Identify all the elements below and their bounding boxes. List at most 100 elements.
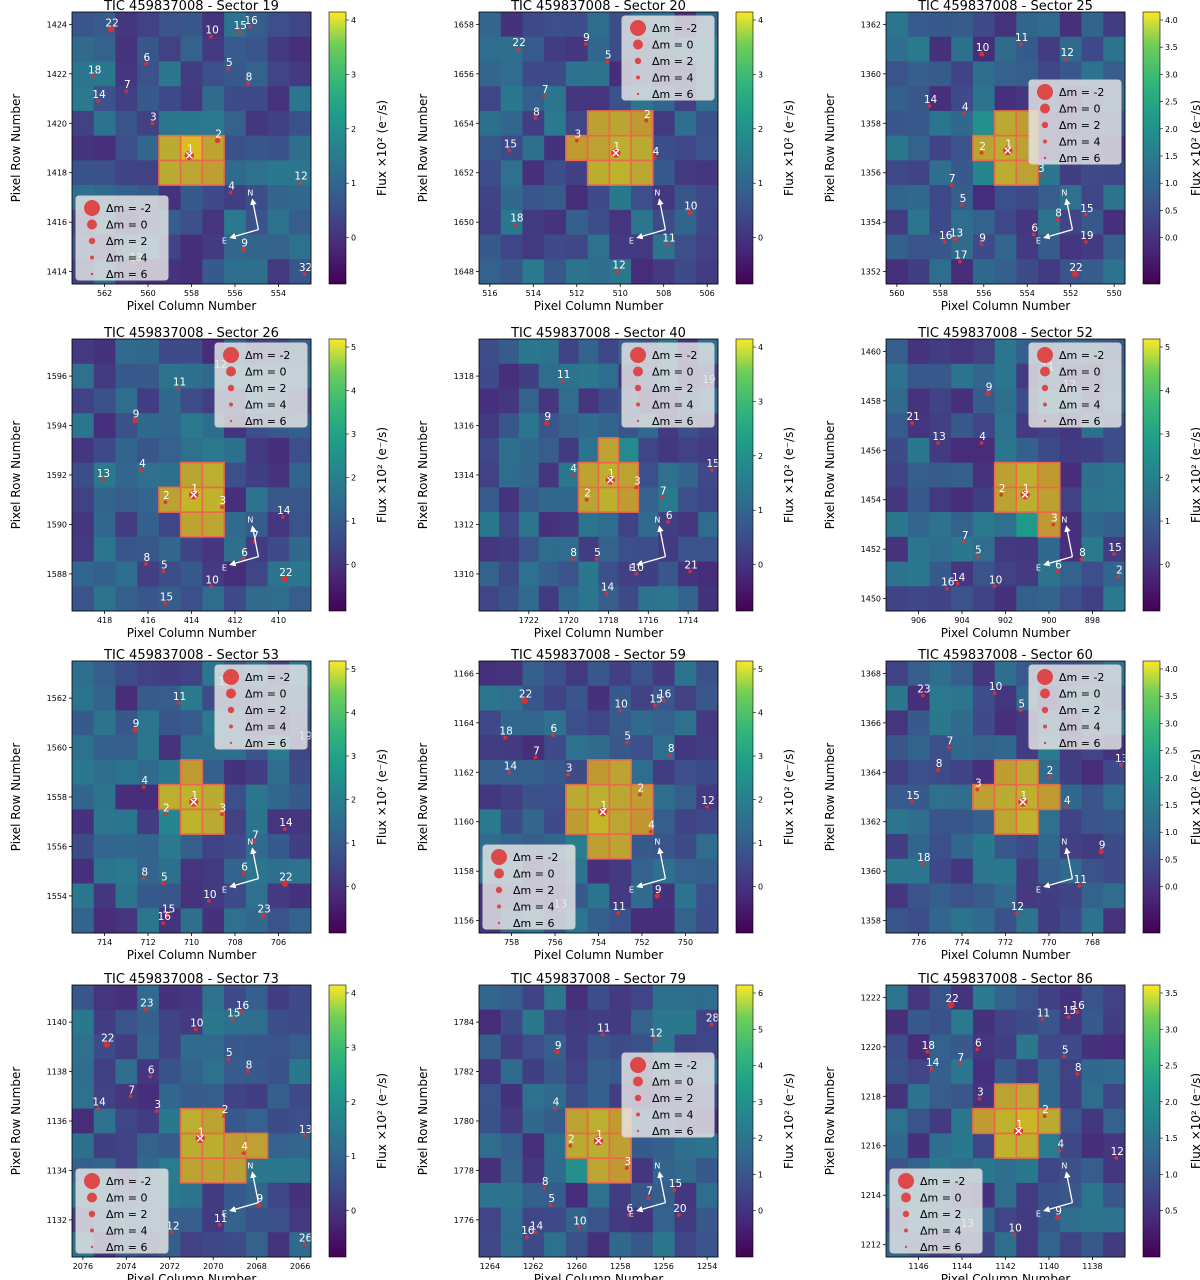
star-label: 18: [499, 726, 512, 738]
heatmap-pixel: [951, 661, 974, 687]
aperture-pixel: [608, 110, 632, 137]
heatmap-pixel: [158, 86, 182, 112]
heatmap-pixel: [696, 1232, 719, 1258]
heatmap-pixel: [951, 685, 974, 711]
heatmap-pixel: [1081, 512, 1104, 538]
heatmap-pixel: [1016, 834, 1039, 860]
heatmap-pixel: [93, 809, 116, 835]
heatmap-pixel: [289, 61, 312, 87]
heatmap-pixel: [565, 735, 589, 761]
star-label: 4: [648, 820, 655, 832]
star-label: 13: [950, 228, 963, 240]
heatmap-pixel: [1038, 858, 1061, 884]
heatmap-pixel: [696, 259, 719, 285]
colorbar-tick-label: 2.5: [1165, 98, 1178, 107]
panel-title: TIC 459837008 - Sector 25: [917, 0, 1093, 14]
heatmap-pixel: [886, 209, 909, 235]
heatmap-pixel: [180, 1232, 203, 1258]
heatmap-pixel: [267, 36, 290, 62]
heatmap-pixel: [565, 185, 589, 211]
heatmap-pixel: [558, 512, 579, 538]
heatmap-pixel: [972, 1083, 996, 1110]
colorbar-tick-label: 5: [758, 1025, 763, 1034]
heatmap-pixel: [245, 160, 268, 186]
heatmap-pixel: [267, 1158, 290, 1184]
star-label: 10: [684, 200, 697, 212]
star-label: 2: [979, 141, 986, 153]
star-label: 9: [544, 411, 551, 423]
compass-east-arrow: [229, 877, 259, 889]
heatmap-pixel: [289, 985, 312, 1011]
star-label: 13: [932, 431, 945, 443]
star-label: 2: [637, 783, 644, 795]
heatmap-pixel: [1016, 908, 1039, 934]
legend-marker: [1037, 347, 1053, 363]
star-label: 4: [141, 775, 148, 787]
heatmap-pixel: [994, 1207, 1017, 1233]
aperture-pixel: [201, 1157, 225, 1184]
heatmap-pixel: [1103, 908, 1126, 934]
y-tick-label: 1776: [454, 1216, 474, 1225]
heatmap-pixel: [1081, 160, 1104, 186]
heatmap-pixel: [479, 685, 502, 711]
colorbar-tick-label: 0: [351, 883, 356, 892]
heatmap-pixel: [1081, 1207, 1104, 1233]
heatmap-pixel: [115, 735, 138, 761]
x-tick-label: 776: [911, 938, 926, 947]
colorbar-tick-label: 2: [758, 452, 763, 461]
heatmap-pixel: [907, 784, 930, 810]
y-tick-label: 1156: [454, 917, 474, 926]
star-label: 6: [666, 510, 673, 522]
heatmap-pixel: [631, 1232, 654, 1258]
heatmap-pixel: [972, 339, 996, 365]
x-tick-label: 1144: [952, 1262, 972, 1271]
heatmap-pixel: [498, 512, 520, 538]
x-tick-label: 560: [140, 289, 155, 298]
heatmap-pixel: [93, 735, 116, 761]
x-tick-label: 558: [184, 289, 199, 298]
star-label: 1: [1005, 139, 1012, 151]
panel-sector-4: 12345678910111213141522NEΔm = -2Δm = 0Δm…: [9, 326, 389, 640]
star-marker: [96, 99, 100, 103]
heatmap-pixel: [1103, 36, 1126, 62]
heatmap-pixel: [115, 110, 138, 137]
legend-marker: [1043, 741, 1047, 745]
heatmap-pixel: [674, 735, 697, 761]
colorbar-tick-label: 0.0: [1165, 234, 1178, 243]
y-tick-label: 1424: [47, 20, 67, 29]
heatmap-pixel: [267, 209, 290, 235]
heatmap-pixel: [1103, 536, 1126, 562]
heatmap-pixel: [696, 1182, 719, 1208]
legend-entry: Δm = 4: [1059, 721, 1100, 734]
star-label: 20: [673, 1203, 686, 1215]
y-tick-label: 1592: [47, 471, 67, 480]
star-marker: [660, 495, 665, 500]
heatmap-pixel: [972, 110, 996, 137]
y-tick-label: 1452: [861, 545, 881, 554]
colorbar-tick-label: 4: [758, 16, 763, 25]
heatmap-pixel: [158, 985, 182, 1011]
heatmap-pixel: [994, 437, 1017, 464]
heatmap-pixel: [652, 160, 675, 186]
x-tick-label: 506: [699, 289, 714, 298]
heatmap-pixel: [544, 12, 567, 38]
legend-box: [1028, 664, 1122, 750]
heatmap-pixel: [972, 661, 996, 687]
heatmap-pixel: [289, 883, 312, 909]
star-marker: [132, 727, 138, 733]
heatmap-pixel: [224, 1034, 247, 1060]
aperture-pixel: [630, 134, 654, 162]
star-label: 11: [214, 1213, 227, 1225]
colorbar-label: Flux ×10² (e⁻/s): [375, 100, 389, 196]
heatmap-pixel: [907, 339, 930, 365]
star-marker: [124, 89, 129, 93]
heatmap-pixel: [631, 259, 654, 285]
heatmap-pixel: [180, 1182, 203, 1208]
legend-marker: [90, 1245, 94, 1249]
legend-marker: [88, 1210, 96, 1218]
aperture-pixel: [608, 759, 632, 786]
star-label: 7: [947, 736, 954, 748]
y-tick-label: 1362: [861, 20, 881, 29]
